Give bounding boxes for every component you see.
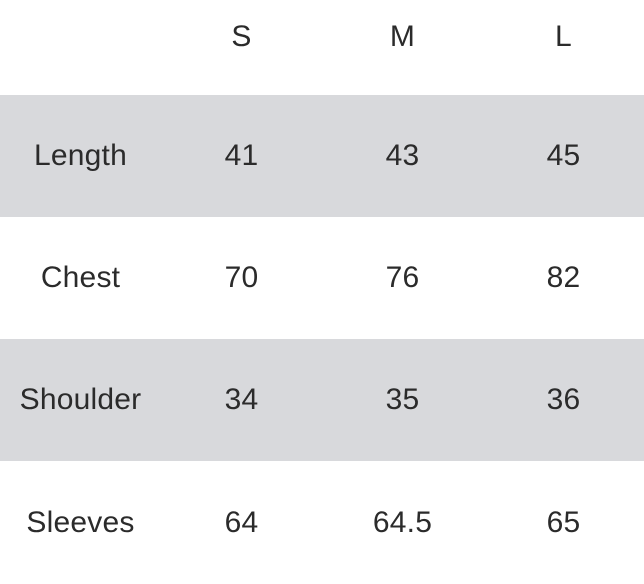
length-s-value: 41 [224, 139, 259, 172]
header-size-m: M [389, 19, 416, 53]
shoulder-l-value: 36 [546, 383, 581, 416]
sleeves-s-value: 64 [224, 505, 259, 539]
length-m-value: 43 [385, 139, 420, 172]
row-label-length: Length [34, 139, 127, 172]
chest-s-value: 70 [224, 261, 259, 294]
shoulder-m-value: 35 [385, 383, 420, 416]
table-row-shoulder: Shoulder 34 35 36 [0, 339, 644, 461]
chest-m-value: 76 [385, 261, 420, 294]
header-empty-cell [0, 0, 161, 95]
header-size-l: L [555, 19, 572, 53]
row-label-shoulder: Shoulder [19, 383, 142, 416]
table-row-sleeves: Sleeves 64 64.5 65 [0, 461, 644, 584]
sleeves-m-value: 64.5 [372, 505, 433, 539]
table-row-length: Length 41 43 45 [0, 95, 644, 217]
row-label-chest: Chest [40, 261, 121, 294]
chest-l-value: 82 [546, 261, 581, 294]
length-l-value: 45 [546, 139, 581, 172]
row-label-sleeves: Sleeves [26, 505, 135, 539]
sleeves-l-value: 65 [546, 505, 581, 539]
header-row: S M L [0, 0, 644, 95]
table-row-chest: Chest 70 76 82 [0, 217, 644, 339]
header-size-s: S [231, 19, 252, 53]
shoulder-s-value: 34 [224, 383, 259, 416]
